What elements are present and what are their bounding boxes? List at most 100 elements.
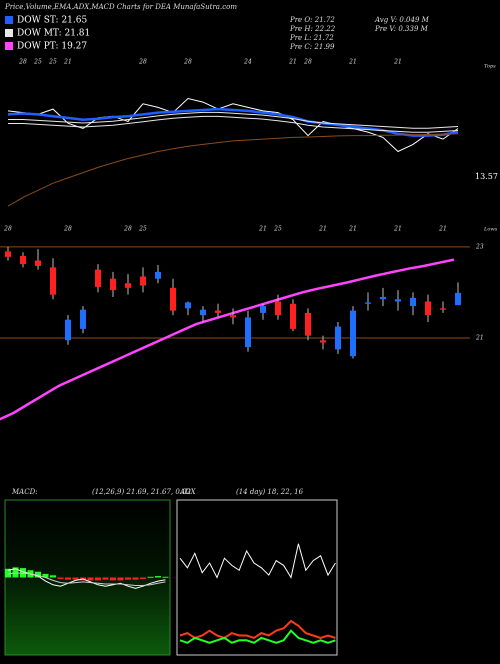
x-tick-label: 25 xyxy=(273,226,282,233)
candle-body xyxy=(365,302,371,304)
legend-swatch xyxy=(5,29,13,37)
y-tick-label: 21 xyxy=(475,334,484,341)
candle-body xyxy=(425,301,431,316)
candle-body xyxy=(5,251,11,257)
candle-body xyxy=(200,309,206,316)
x-tick-label: 21 xyxy=(438,226,447,233)
x-tick-label: 21 xyxy=(288,59,297,66)
candle-body xyxy=(440,308,446,310)
candle-body xyxy=(320,340,326,343)
legend-label: DOW ST: 21.65 xyxy=(17,16,87,26)
x-tick-label: 28 xyxy=(3,226,12,233)
histogram-bar xyxy=(87,577,94,581)
x-tick-label: 28 xyxy=(138,59,147,66)
histogram-bar xyxy=(110,577,116,581)
x-tick-label: 21 xyxy=(348,226,357,233)
adx-subtitle: (14 day) 18, 22, 16 xyxy=(236,488,304,496)
ema-line xyxy=(7,97,459,153)
histogram-bar xyxy=(42,573,49,578)
ema-line xyxy=(8,111,459,129)
chart-title: Price,Volume,EMA,ADX,MACD Charts for DEA… xyxy=(4,3,237,11)
legend-label: DOW MT: 21.81 xyxy=(17,29,90,39)
y-tick-label: 23 xyxy=(475,243,484,250)
histogram-bar xyxy=(125,577,131,580)
macd-title: MACD: xyxy=(11,488,38,496)
stat-label: Pre H: 22.22 xyxy=(289,25,336,33)
adx-title: ADX xyxy=(179,488,197,496)
candle-body xyxy=(20,255,26,265)
x-tick-label: 25 xyxy=(138,226,147,233)
stat-label: Pre O: 21.72 xyxy=(289,16,335,24)
x-tick-label: 28 xyxy=(123,226,132,233)
candle-body xyxy=(185,302,191,309)
x-tick-label: 28 xyxy=(63,226,72,233)
candle-body xyxy=(215,310,221,313)
candle-body xyxy=(305,312,311,336)
candle-body xyxy=(290,303,296,329)
candle-body xyxy=(245,317,251,348)
macd-subtitle: (12,26,9) 21.69, 21.67, 0.02 xyxy=(92,488,192,496)
histogram-bar xyxy=(162,576,169,578)
adx-line xyxy=(179,629,336,644)
histogram-bar xyxy=(147,576,154,578)
legend-swatch xyxy=(5,42,13,50)
candle-body xyxy=(260,306,266,313)
tops-label: Tops xyxy=(484,64,496,70)
histogram-bar xyxy=(132,577,139,580)
stat-label: Avg V: 0.049 M xyxy=(374,16,430,24)
candle-body xyxy=(80,309,86,329)
histogram-bar xyxy=(50,575,56,578)
candle-body xyxy=(455,292,461,306)
legend-label: DOW PT: 19.27 xyxy=(17,42,87,52)
x-tick-label: 28 xyxy=(18,59,27,66)
candle-body xyxy=(140,276,146,286)
ema-line xyxy=(0,258,455,421)
adx-line xyxy=(179,619,336,639)
lows-label: Lows xyxy=(483,227,498,233)
legend-swatch xyxy=(5,16,13,24)
candle-body xyxy=(110,278,116,291)
adx-line xyxy=(179,543,336,579)
stat-label: Pre C: 21.99 xyxy=(289,43,335,51)
x-tick-label: 21 xyxy=(63,59,72,66)
histogram-bar xyxy=(12,567,19,578)
candle-body xyxy=(95,269,101,287)
candle-body xyxy=(170,287,176,311)
candle-body xyxy=(125,283,131,288)
stat-label: Pre V: 0.339 M xyxy=(374,25,429,33)
candle-body xyxy=(35,260,41,266)
histogram-bar xyxy=(117,577,124,581)
histogram-bar xyxy=(65,577,71,580)
x-tick-label: 21 xyxy=(348,59,357,66)
level-label: 13.57 xyxy=(475,172,498,181)
candle-body xyxy=(350,310,356,357)
candle-body xyxy=(410,297,416,307)
candle-body xyxy=(155,271,161,279)
x-tick-label: 21 xyxy=(393,59,402,66)
x-tick-label: 21 xyxy=(318,226,327,233)
macd-line xyxy=(7,572,166,586)
histogram-bar xyxy=(35,571,41,578)
candle-body xyxy=(65,319,71,341)
x-tick-label: 21 xyxy=(258,226,267,233)
ema-line xyxy=(7,133,459,207)
candle-body xyxy=(380,296,386,300)
x-tick-label: 21 xyxy=(393,226,402,233)
histogram-bar xyxy=(102,577,109,580)
candle-body xyxy=(275,301,281,316)
histogram-bar xyxy=(155,576,161,578)
adx-panel xyxy=(176,499,338,656)
x-tick-label: 25 xyxy=(33,59,42,66)
x-tick-label: 28 xyxy=(183,59,192,66)
ema-line xyxy=(8,115,459,133)
histogram-bar xyxy=(95,577,101,581)
x-tick-label: 25 xyxy=(48,59,57,66)
histogram-bar xyxy=(140,577,146,579)
stat-label: Pre L: 21.72 xyxy=(289,34,334,42)
candle-body xyxy=(335,326,341,350)
x-tick-label: 28 xyxy=(303,59,312,66)
histogram-bar xyxy=(57,577,64,579)
histogram-bar xyxy=(72,577,79,580)
candle-body xyxy=(395,299,401,302)
